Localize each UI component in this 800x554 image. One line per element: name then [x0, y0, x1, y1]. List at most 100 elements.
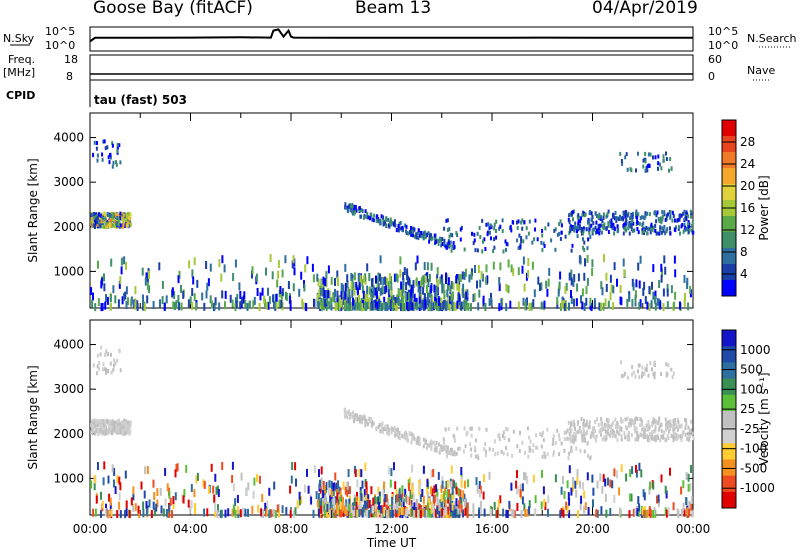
echo-cell — [620, 419, 623, 424]
echo-cell — [486, 275, 489, 284]
echo-cell — [191, 302, 194, 311]
echo-cell — [223, 264, 226, 273]
echo-cell — [117, 427, 120, 431]
echo-cell — [594, 225, 597, 230]
echo-cell — [551, 441, 554, 446]
echo-cell — [459, 227, 462, 232]
echo-cell — [666, 288, 669, 297]
echo-cell — [385, 494, 388, 503]
echo-cell — [500, 298, 503, 307]
echo-cell — [356, 302, 359, 311]
echo-cell — [508, 438, 510, 442]
echo-cell — [488, 225, 491, 230]
echo-cell — [348, 203, 351, 208]
echo-cell — [388, 466, 391, 475]
echo-cell — [90, 287, 93, 296]
echo-cell — [102, 430, 105, 434]
echo-cell — [420, 293, 422, 301]
echo-cell — [586, 246, 589, 251]
echo-cell — [418, 509, 421, 518]
echo-cell — [482, 239, 484, 244]
echo-cell — [634, 294, 637, 303]
echo-cell — [420, 505, 423, 514]
echo-cell — [196, 472, 199, 481]
echo-cell — [344, 411, 347, 416]
echo-cell — [93, 475, 96, 483]
echo-cell — [481, 273, 484, 282]
echo-cell — [529, 439, 532, 444]
colorbar-tick-label: 8 — [740, 245, 748, 259]
echo-cell — [341, 504, 344, 513]
echo-cell — [354, 508, 357, 517]
echo-cell — [419, 510, 422, 519]
echo-cell — [427, 295, 430, 304]
echo-cell — [380, 214, 383, 219]
echo-cell — [328, 480, 331, 489]
echo-cell — [581, 438, 584, 443]
colorbar-tick-label: -1000 — [740, 481, 775, 495]
echo-cell — [321, 288, 324, 297]
echo-cell — [605, 433, 608, 438]
echo-cell — [592, 429, 595, 434]
echo-cell — [629, 418, 632, 423]
echo-cell — [442, 301, 445, 310]
echo-cell — [528, 303, 531, 311]
echo-cell — [534, 495, 537, 504]
echo-cell — [121, 216, 124, 221]
echo-cell — [394, 428, 397, 433]
echo-cell — [321, 506, 324, 514]
echo-cell — [450, 465, 453, 474]
echo-cell — [516, 503, 519, 511]
echo-cell — [684, 426, 687, 431]
echo-cell — [368, 273, 371, 281]
echo-cell — [419, 230, 422, 235]
echo-cell — [570, 449, 573, 454]
echo-cell — [289, 302, 292, 311]
echo-cell — [631, 218, 634, 223]
echo-cell — [98, 422, 101, 427]
colorbar-swatch — [722, 120, 736, 137]
echo-cell — [436, 267, 439, 276]
echo-cell — [576, 225, 579, 230]
echo-cell — [229, 294, 232, 303]
echo-cell — [293, 509, 296, 518]
echo-cell — [208, 486, 210, 494]
echo-cell — [647, 420, 650, 424]
echo-cell — [411, 290, 414, 299]
echo-cell — [366, 211, 369, 216]
colorbar-swatch — [722, 346, 736, 363]
echo-cell — [654, 438, 657, 443]
echo-cell — [399, 504, 402, 513]
echo-cell — [177, 294, 180, 303]
echo-cell — [231, 461, 234, 470]
echo-cell — [145, 272, 148, 281]
echo-cell — [463, 426, 466, 431]
echo-cell — [436, 278, 439, 287]
echo-cell — [563, 430, 566, 435]
echo-cell — [323, 509, 326, 518]
echo-cell — [420, 234, 423, 239]
echo-cell — [366, 215, 368, 220]
echo-cell — [594, 420, 597, 424]
colorbar-label: Velocity [m s⁻¹] — [757, 372, 771, 465]
echo-cell — [576, 476, 579, 485]
echo-cell — [126, 217, 129, 222]
echo-cell — [509, 300, 512, 309]
echo-cell — [578, 426, 581, 431]
echo-cell — [354, 296, 357, 305]
echo-cell — [441, 480, 444, 489]
echo-cell — [666, 301, 669, 310]
echo-cell — [458, 293, 461, 302]
echo-cell — [428, 232, 431, 237]
echo-cell — [664, 507, 667, 516]
echo-cell — [534, 445, 537, 450]
echo-cell — [513, 510, 516, 519]
echo-cell — [347, 208, 350, 213]
echo-cell — [100, 345, 103, 350]
echo-cell — [379, 273, 381, 282]
echo-cell — [654, 424, 657, 429]
echo-cell — [165, 295, 168, 304]
echo-cell — [520, 220, 523, 225]
echo-cell — [577, 227, 580, 232]
echo-cell — [396, 274, 399, 283]
